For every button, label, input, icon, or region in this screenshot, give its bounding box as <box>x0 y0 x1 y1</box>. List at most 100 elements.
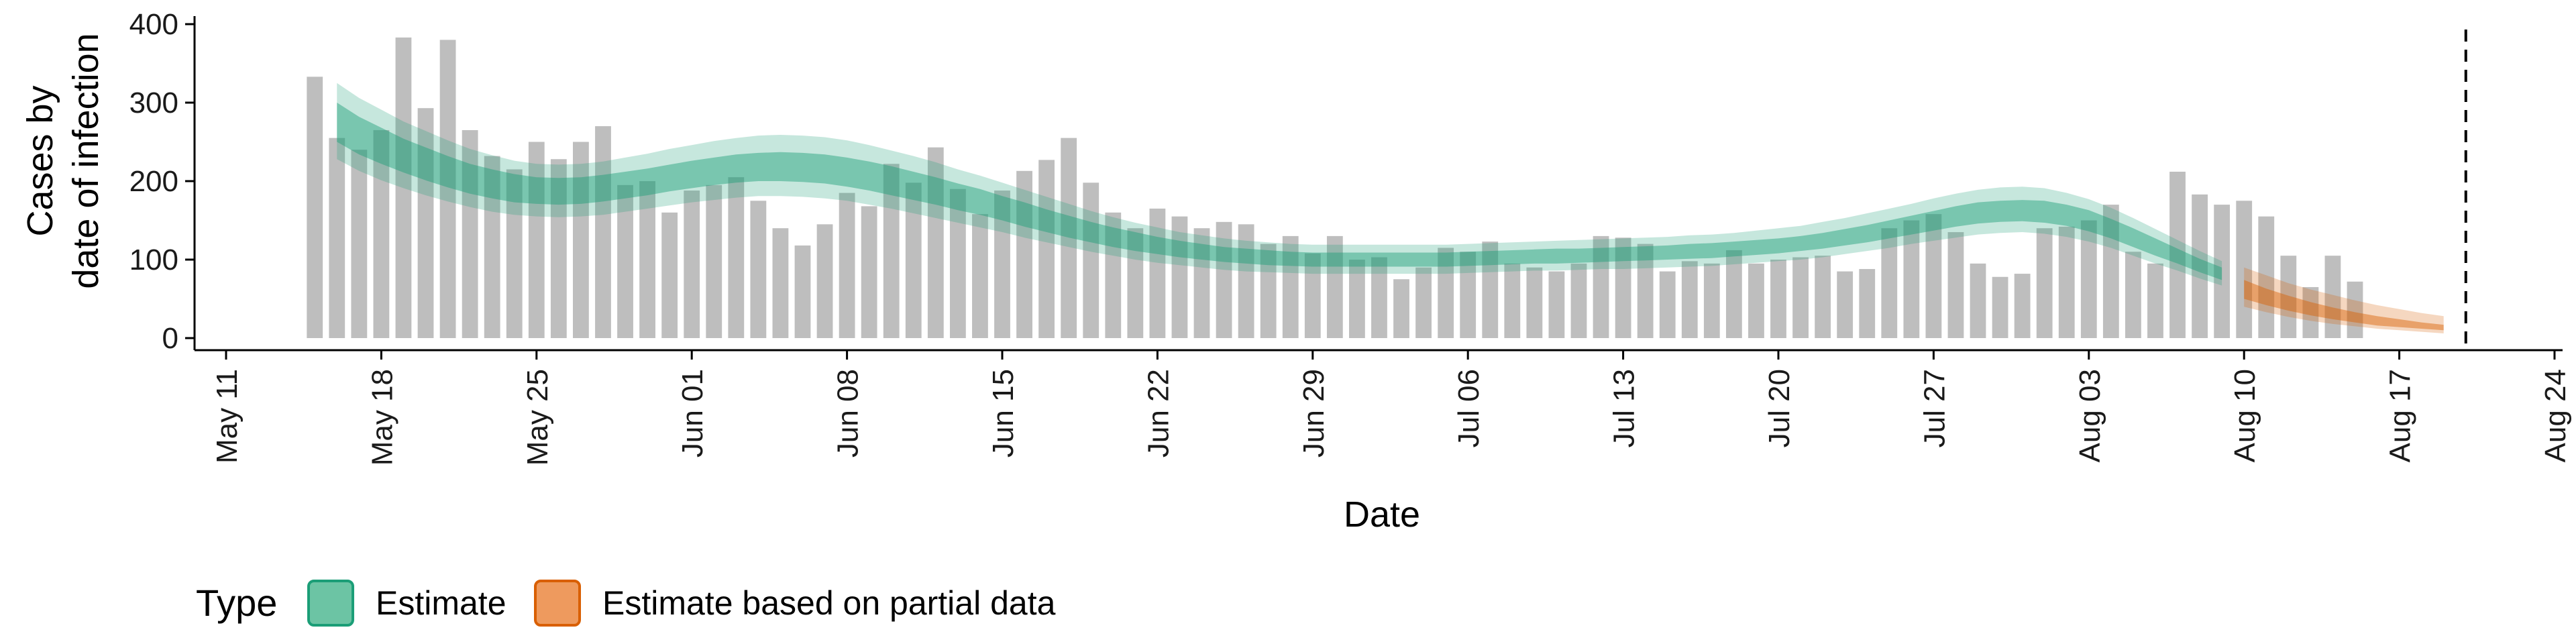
data-bar <box>528 142 545 338</box>
data-bar <box>927 147 944 338</box>
data-bar <box>1238 224 1254 338</box>
data-bar <box>2347 281 2363 338</box>
data-bar <box>905 182 922 338</box>
data-bar <box>550 159 567 339</box>
data-bar <box>617 184 633 338</box>
x-tick-label: Aug 10 <box>2229 369 2261 462</box>
data-bar <box>839 193 855 338</box>
data-bar <box>2169 171 2186 338</box>
data-bar <box>1504 263 1521 338</box>
data-bar <box>861 206 877 338</box>
bands-layer <box>337 83 2444 333</box>
x-tick-label: Jun 01 <box>676 369 709 458</box>
data-bar <box>2102 205 2119 338</box>
data-bar <box>351 150 368 338</box>
data-bar <box>972 214 988 338</box>
partial-band-inner <box>2244 280 2444 331</box>
x-tick-label: Aug 03 <box>2074 369 2106 462</box>
data-bar <box>1570 263 1587 338</box>
data-bar <box>462 129 478 338</box>
data-bar <box>1415 267 1432 338</box>
data-bar <box>2302 286 2319 338</box>
x-tick-label: Jun 22 <box>1142 369 1175 458</box>
data-bar <box>1526 267 1543 338</box>
data-bar <box>1326 235 1343 338</box>
bars-layer <box>307 37 2363 339</box>
data-bar <box>1038 160 1055 338</box>
legend-label-partial: Estimate based on partial data <box>602 584 1056 622</box>
data-bar <box>1903 220 1920 338</box>
data-bar <box>1393 279 1409 338</box>
data-bar <box>750 201 767 338</box>
data-bar <box>639 181 655 338</box>
data-bar <box>1105 212 1122 338</box>
data-bar <box>1171 216 1188 338</box>
data-bar <box>1703 263 1720 338</box>
data-bar <box>2236 201 2253 338</box>
x-tick-label: Jun 29 <box>1297 369 1330 458</box>
data-bar <box>2280 256 2297 338</box>
partial-band-outer <box>2244 267 2444 333</box>
data-bar <box>417 108 434 338</box>
data-bar <box>772 228 789 338</box>
y-tick-label: 0 <box>162 322 178 355</box>
data-bar <box>684 191 700 338</box>
data-bar <box>1659 271 1676 338</box>
data-bar <box>1193 228 1210 338</box>
estimate-band-outer <box>337 83 2222 286</box>
data-bar <box>2324 256 2341 338</box>
data-bar <box>1992 276 2008 338</box>
data-bar <box>2147 263 2163 338</box>
data-bar <box>1947 232 1964 338</box>
data-bar <box>2258 216 2275 338</box>
data-bar <box>1127 228 1144 338</box>
data-bar <box>329 138 345 338</box>
y-axis-title-line2: date of infection <box>66 33 106 288</box>
data-bar <box>1792 257 1809 338</box>
x-tick-label: Jul 20 <box>1763 369 1796 447</box>
x-tick-label: Jun 08 <box>832 369 865 458</box>
data-bar <box>1725 250 1742 338</box>
data-bar <box>1748 263 1764 338</box>
x-tick-label: Aug 17 <box>2384 369 2417 462</box>
legend: Type Estimate Estimate based on partial … <box>196 580 1056 627</box>
data-bar <box>1216 221 1232 338</box>
data-bar <box>2125 252 2141 338</box>
data-bar <box>1615 237 1631 338</box>
data-bar <box>573 142 589 338</box>
data-bar <box>1282 235 1299 338</box>
data-bar <box>883 164 900 338</box>
x-ticks: May 11 May 18 May 25 Jun 01 Jun 08 Jun 15 Jun … <box>211 350 2572 466</box>
data-bar <box>484 156 500 338</box>
data-bar <box>1083 182 1099 338</box>
x-tick-label: Aug 24 <box>2539 369 2572 462</box>
data-bar <box>395 37 412 338</box>
data-bar <box>1881 228 1898 338</box>
data-bar <box>1837 271 1854 338</box>
data-bar <box>2036 228 2053 338</box>
data-bar <box>1482 241 1499 338</box>
y-axis-title-line1: Cases by <box>20 85 60 236</box>
data-bar <box>2214 205 2231 338</box>
x-tick-label: Jul 06 <box>1452 369 1485 447</box>
data-bar <box>2080 220 2097 338</box>
data-bar <box>949 189 966 338</box>
data-bar <box>1970 263 1986 338</box>
x-tick-label: May 18 <box>366 369 398 466</box>
data-bar <box>1349 260 1365 338</box>
y-ticks: 0 100 200 300 400 <box>129 8 195 355</box>
data-bar <box>1438 248 1454 338</box>
data-bar <box>1460 252 1477 338</box>
data-bar <box>307 76 323 338</box>
y-tick-label: 100 <box>129 244 178 276</box>
data-bar <box>1593 235 1609 338</box>
data-bar <box>728 177 745 338</box>
data-bar <box>794 245 811 338</box>
legend-title: Type <box>196 582 277 624</box>
x-tick-label: Jul 27 <box>1918 369 1951 447</box>
data-bar <box>2014 274 2031 338</box>
data-bar <box>439 40 456 339</box>
legend-label-estimate: Estimate <box>376 584 506 622</box>
data-bar <box>506 169 523 338</box>
